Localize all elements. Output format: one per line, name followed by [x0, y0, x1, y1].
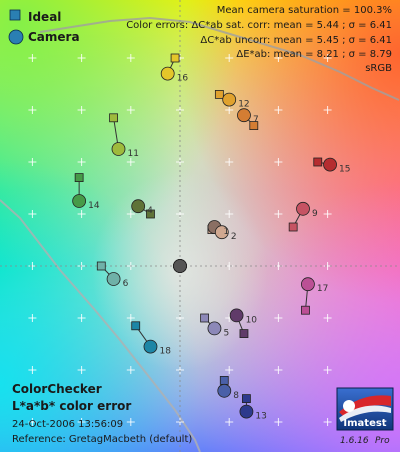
legend-ideal-marker — [9, 9, 21, 21]
camera-marker — [173, 259, 187, 273]
ideal-marker — [170, 53, 180, 63]
camera-marker — [222, 92, 237, 107]
camera-marker — [323, 157, 337, 172]
camera-marker — [239, 404, 254, 419]
ideal-marker — [146, 209, 155, 219]
stat-sat-corr: Color errors: ΔC*ab sat. corr: mean = 5.… — [126, 20, 392, 31]
patch-label: 13 — [255, 412, 266, 422]
ideal-marker — [219, 375, 229, 385]
ideal-marker — [214, 90, 224, 99]
gamut-boundary — [0, 16, 400, 452]
stat-delta-e: ΔE*ab: mean = 8.21 ; σ = 8.79 — [236, 49, 392, 60]
camera-marker — [237, 108, 251, 123]
patch-label: 9 — [312, 209, 318, 219]
patch-label: 8 — [233, 391, 239, 401]
ideal-marker — [239, 329, 249, 339]
patch-label: 17 — [317, 284, 328, 294]
camera-marker — [106, 272, 121, 286]
footer-title: ColorChecker — [12, 382, 102, 396]
ideal-marker — [200, 313, 210, 323]
ideal-marker — [74, 173, 84, 183]
ideal-marker — [96, 261, 106, 271]
ideal-marker — [288, 222, 298, 232]
imatest-logo: Imatest 1.6.16 Pro — [336, 387, 394, 446]
camera-marker — [160, 66, 175, 81]
stat-uncorr: ΔC*ab uncorr: mean = 5.45 ; σ = 6.41 — [200, 35, 392, 46]
footer-reference: Reference: GretagMacbeth (default) — [12, 434, 192, 445]
patch-label: 11 — [128, 149, 139, 159]
patch-label: 18 — [159, 347, 171, 357]
camera-marker — [131, 199, 146, 214]
ideal-marker — [109, 113, 118, 123]
stat-colorspace: sRGB — [365, 63, 392, 74]
ideal-marker — [313, 157, 323, 167]
ideal-marker — [242, 394, 251, 404]
logo-text: Imatest — [343, 418, 386, 429]
patch-label: 16 — [177, 74, 189, 84]
ideal-marker — [301, 305, 310, 315]
footer-subtitle: L*a*b* color error — [12, 399, 131, 413]
camera-marker — [72, 194, 87, 208]
footer-timestamp: 24-Oct-2006 13:56:09 — [12, 419, 123, 430]
logo-edition: Pro — [375, 436, 390, 446]
patch-label: 5 — [223, 328, 229, 338]
patch-label: 15 — [339, 165, 350, 175]
legend-camera-label: Camera — [28, 30, 80, 44]
camera-marker — [217, 383, 232, 398]
camera-marker — [301, 277, 315, 292]
camera-marker — [143, 339, 158, 354]
footer: ColorChecker L*a*b* color error 24-Oct-2… — [12, 382, 192, 445]
legend-ideal-label: Ideal — [28, 10, 61, 24]
ideal-marker — [249, 121, 259, 130]
patch-label: 1 — [223, 227, 229, 237]
patch-label: 2 — [231, 232, 237, 242]
patch-label: 6 — [123, 279, 129, 289]
camera-marker — [296, 201, 310, 216]
camera-markers — [72, 66, 337, 419]
camera-marker — [214, 225, 229, 240]
logo-version: 1.6.16 — [340, 436, 369, 446]
patch-label: 12 — [238, 100, 249, 110]
stat-saturation: Mean camera saturation = 100.3% — [217, 5, 392, 16]
camera-marker — [207, 321, 222, 336]
legend: Ideal Camera — [8, 9, 80, 45]
patch-label: 14 — [88, 201, 100, 211]
stats-header: Mean camera saturation = 100.3% Color er… — [126, 5, 392, 74]
camera-marker — [229, 308, 244, 323]
camera-marker — [111, 142, 126, 156]
legend-camera-marker — [8, 29, 24, 45]
patch-label: 10 — [246, 315, 258, 325]
patch-label: 7 — [253, 115, 259, 125]
patch-label: 4 — [147, 206, 153, 216]
ideal-marker — [131, 321, 141, 331]
